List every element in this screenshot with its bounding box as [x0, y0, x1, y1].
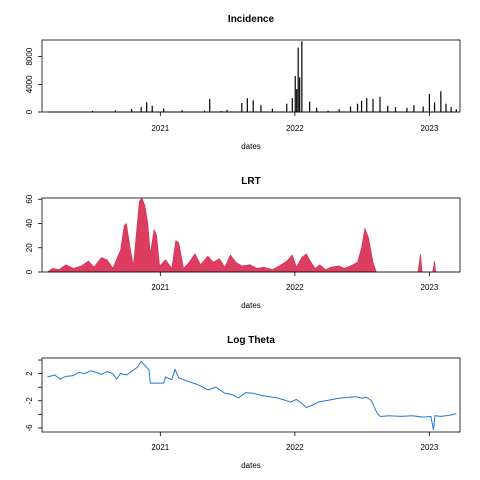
panel-1-plot-box	[41, 39, 461, 113]
panel-1-title: Incidence	[228, 14, 275, 25]
panel-3-ytick-label-0: -6	[25, 424, 34, 432]
panel-2-xtick-label-2: 2023	[421, 283, 439, 292]
panel-3-title: Log Theta	[227, 335, 275, 346]
panel-1-xtick-label-1: 2022	[286, 124, 304, 133]
panel-3-xtick-label-2: 2023	[421, 443, 439, 452]
panel-2-xtick-label-1: 2022	[286, 283, 304, 292]
panel-3-plot-box	[41, 357, 461, 433]
panel-1-xtick-label-2: 2023	[421, 124, 439, 133]
panel-2-plot-box	[41, 197, 461, 273]
panel-2-area	[46, 197, 457, 273]
panel-1-xlabel: dates	[241, 142, 261, 151]
panel-2-xtick-label-0: 2021	[151, 283, 169, 292]
panel-2-ytick-label-0: 0	[25, 269, 34, 274]
panel-3-line	[47, 360, 457, 431]
panel-2-title: LRT	[241, 176, 260, 187]
panel-2-ytick-label-3: 60	[25, 194, 34, 203]
panel-3-ytick-label-2: 2	[25, 371, 34, 376]
panel-3-xtick-label-1: 2022	[286, 443, 304, 452]
panel-3-xtick-label-0: 2021	[151, 443, 169, 452]
panel-1-ytick-label-1: 4000	[25, 75, 34, 93]
panel-1-xtick-label-0: 2021	[151, 124, 169, 133]
panel-2-ytick-label-2: 40	[25, 218, 34, 227]
panel-1-ytick-label-2: 8000	[25, 47, 34, 65]
panel-2-xlabel: dates	[241, 301, 261, 310]
panel-3-ytick-label-1: -2	[25, 397, 34, 405]
panel-2-ytick-label-1: 20	[25, 243, 34, 252]
panel-3-xlabel: dates	[241, 461, 261, 470]
panel-1-ytick-label-0: 0	[25, 109, 34, 114]
